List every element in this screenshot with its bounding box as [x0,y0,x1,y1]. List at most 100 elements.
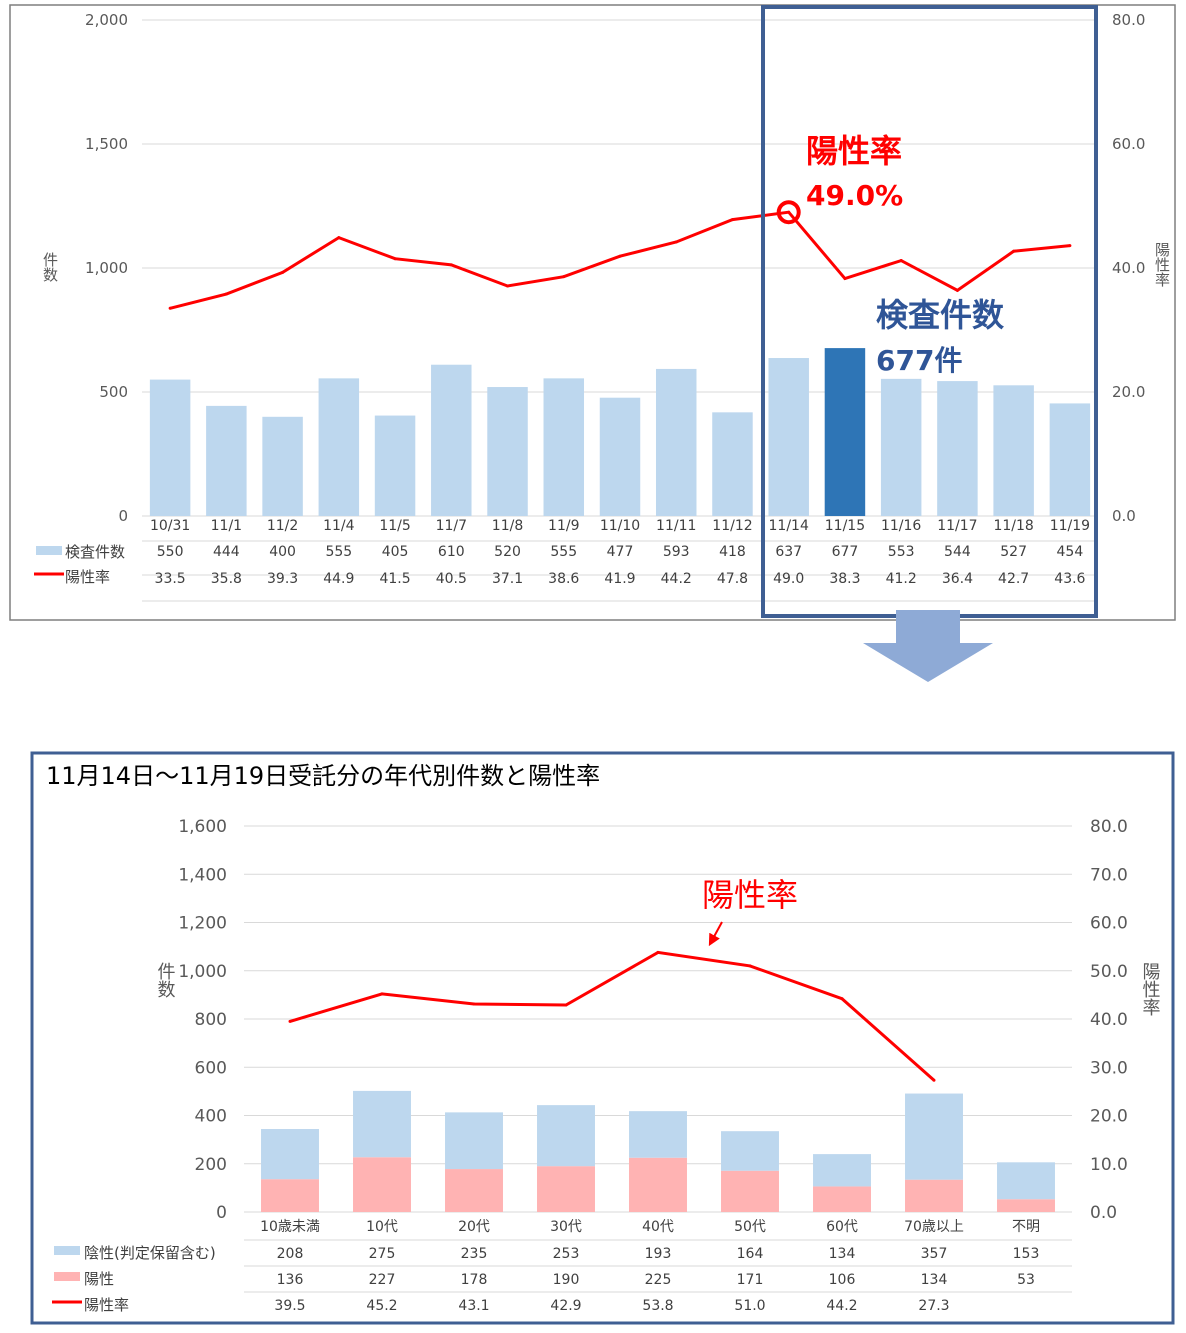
chart1-rate-value: 41.5 [379,571,410,587]
chart1-rate-value: 41.2 [886,571,917,587]
chart1-count-value: 405 [382,544,409,560]
chart1-rate-point-11/4 [337,236,341,240]
chart2-y2-tick: 40.0 [1090,1010,1128,1030]
chart2-category-label: 20代 [458,1219,490,1235]
chart1-y2-tick: 20.0 [1112,383,1145,401]
chart2-rate-value: 42.9 [550,1298,581,1314]
chart1-bar-11/18 [993,385,1034,516]
chart1-count-value: 637 [775,544,802,560]
chart1-y2-tick: 40.0 [1112,259,1145,277]
chart2-y2-tick: 30.0 [1090,1058,1128,1078]
chart2-negative-bar-10歳未満 [261,1129,319,1180]
chart2-rate-point-10代 [380,992,384,996]
chart1-bar-11/9 [543,378,585,516]
chart2-negative-value: 164 [737,1246,764,1262]
chart1-category-label: 11/4 [323,518,355,534]
chart1-rate-value: 39.3 [267,571,298,587]
chart2-positive-value: 134 [921,1272,948,1288]
chart2-negative-value: 208 [277,1246,304,1262]
chart1-rate-annotation-value: 49.0% [806,179,903,212]
chart2-rate-value: 53.8 [642,1298,673,1314]
chart2-rate-line [288,950,936,1082]
chart1-bar-11/14 [768,358,809,516]
chart2-negative-bar-不明 [997,1162,1055,1200]
chart1-rate-point-11/8 [506,284,510,288]
chart2-rate-value: 43.1 [458,1298,489,1314]
chart2-positive-bar-10代 [353,1157,411,1212]
chart1-legend-count: 検査件数 [65,543,125,561]
chart1-rate-point-11/5 [393,257,397,261]
chart2-rate-value: 44.2 [826,1298,857,1314]
chart1-rate-point-11/14 [787,210,791,214]
chart2-legend-positive: 陽性 [84,1270,114,1288]
chart1-rate-point-11/7 [449,263,453,267]
chart1-category-label: 11/17 [937,518,977,534]
chart1-bars [149,348,1091,516]
chart2-negative-value: 253 [553,1246,580,1262]
chart1-rate-point-11/18 [1012,249,1016,253]
chart1-count-annotation-value: 677件 [876,344,962,377]
chart1-category-label: 11/5 [379,518,410,534]
chart2-positive-value: 227 [369,1272,396,1288]
chart1-category-label: 11/15 [825,518,865,534]
chart1-rate-value: 37.1 [492,571,523,587]
chart1-rate-value: 41.9 [604,571,635,587]
chart2-rate-point-30代 [564,1003,568,1007]
chart1-bar-11/12 [712,412,753,516]
chart1-rate-point-11/12 [730,218,734,222]
chart1-rate-point-10/31 [168,306,172,310]
chart2-legend-rate: 陽性率 [84,1296,129,1314]
chart1-frame [9,4,1176,621]
chart1-category-label: 10/31 [150,518,190,534]
chart2-title: 11月14日～11月19日受託分の年代別件数と陽性率 [46,762,600,790]
chart1-count-value: 610 [438,544,465,560]
chart1-count-value: 677 [832,544,859,560]
chart1-rate-value: 42.7 [998,571,1029,587]
chart1-bar-11/10 [599,397,641,516]
chart1-rate-value: 49.0 [773,571,804,587]
chart1-y2-tick: 60.0 [1112,135,1145,153]
chart2-negative-value: 275 [369,1246,396,1262]
chart1-category-label: 11/10 [600,518,640,534]
chart2-negative-bar-40代 [629,1111,687,1158]
chart2-y-tick: 800 [195,1010,227,1030]
chart1-rate-value: 36.4 [942,571,973,587]
chart2-y-tick: 1,200 [178,914,227,934]
chart1-category-label: 11/7 [436,518,467,534]
chart2-rate-point-70歳以上 [932,1078,936,1082]
chart2-rate-value: 27.3 [918,1298,949,1314]
chart2-negative-bar-10代 [353,1090,411,1158]
chart2-y-tick: 0 [216,1203,227,1223]
chart1-y2-tick: 80.0 [1112,11,1145,29]
chart2-rate-point-60代 [840,997,844,1001]
chart2-rate-point-40代 [656,950,660,954]
chart1-rate-point-11/11 [674,240,678,244]
chart2-positive-bar-60代 [813,1186,871,1212]
chart1-y-tick: 0 [118,507,128,525]
chart2-right-axis: 0.0 10.0 20.0 30.0 40.0 50.0 60.0 70.0 80.0 [1090,817,1128,1223]
chart1-count-value: 477 [607,544,634,560]
chart2-positive-bar-50代 [721,1170,779,1212]
chart1-bar-11/7 [431,364,472,516]
chart1-rate-value: 43.6 [1054,571,1085,587]
chart2-y2-tick: 60.0 [1090,914,1128,934]
chart2-y2-axis-title: 陽性率 [1140,962,1161,1016]
chart2-category-label: 50代 [734,1219,766,1235]
chart1-rate-line [168,210,1072,310]
chart2-positive-value: 190 [553,1272,580,1288]
chart1-category-label: 11/2 [267,518,298,534]
chart1-rate-value: 44.2 [661,571,692,587]
chart1-category-label: 11/16 [881,518,921,534]
chart1-rate-point-11/16 [899,259,903,263]
chart1-category-label: 11/8 [492,518,523,534]
chart2-negative-value: 193 [645,1246,672,1262]
chart1-count-value: 553 [888,544,915,560]
chart2-y-tick: 600 [195,1058,227,1078]
chart1-bar-11/19 [1049,403,1091,516]
chart2-rate-annotation-label: 陽性率 [702,876,798,914]
chart2-legend-negative-swatch [54,1246,80,1255]
chart1-category-label: 11/9 [548,518,579,534]
chart1-rate-point-11/9 [562,275,566,279]
chart2-negative-bar-60代 [813,1154,871,1187]
chart2-category-label: 30代 [550,1219,582,1235]
